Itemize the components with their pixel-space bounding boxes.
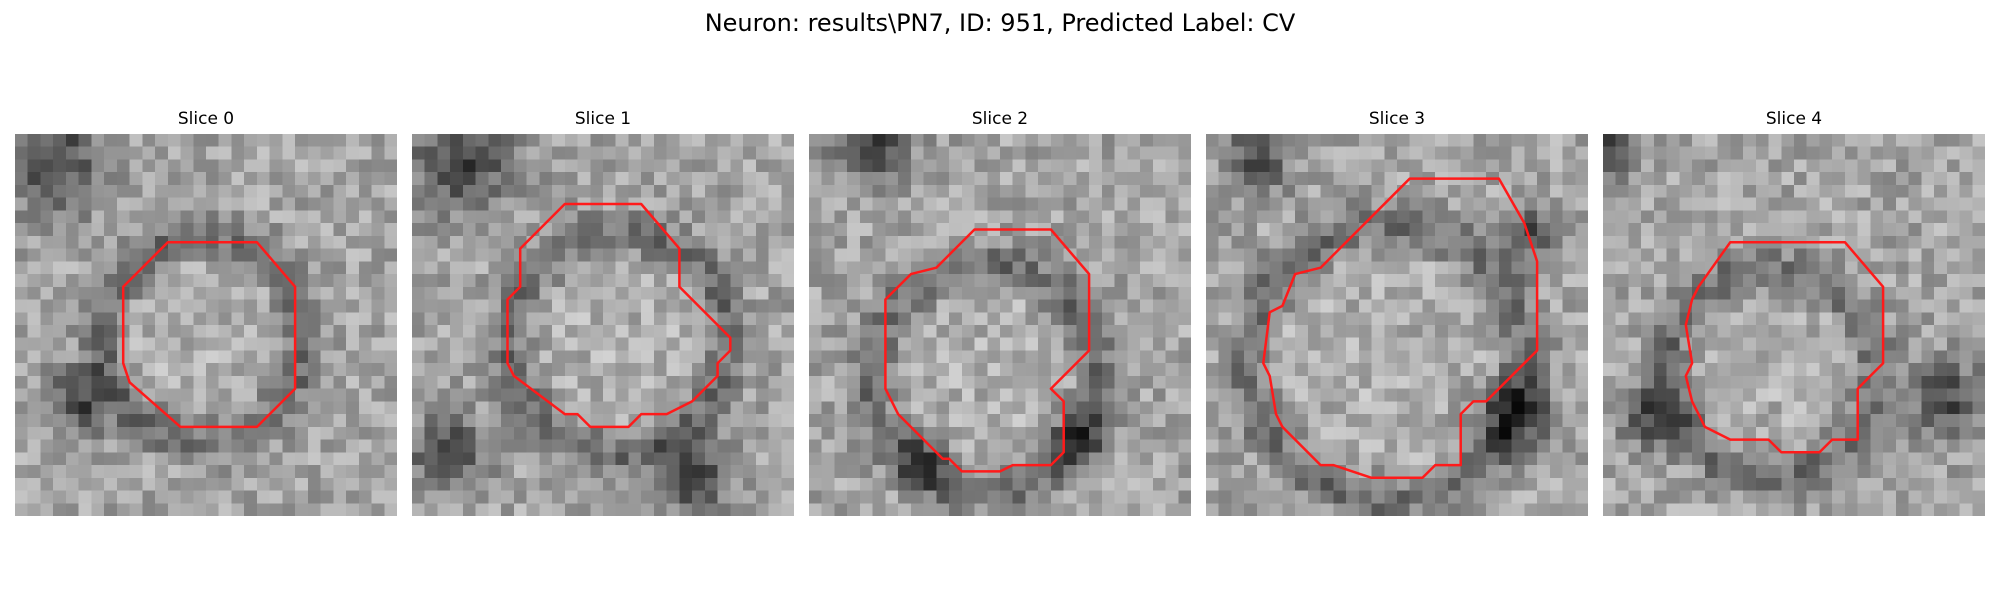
slice-panel-0: Slice 0	[15, 108, 397, 518]
figure-title: Neuron: results\PN7, ID: 951, Predicted …	[704, 9, 1296, 37]
slice-panel-3: Slice 3	[1206, 108, 1588, 518]
slice-title: Slice 2	[971, 109, 1029, 129]
slice-title: Slice 3	[1368, 109, 1426, 129]
slice-image	[1603, 134, 1985, 516]
segmentation-outline	[1262, 177, 1539, 480]
segmentation-outline	[1684, 240, 1885, 454]
slice-image	[412, 134, 794, 516]
slice-panel-2: Slice 2	[809, 108, 1191, 518]
segmentation-outline	[506, 202, 732, 429]
slice-panel-1: Slice 1	[412, 108, 794, 518]
slice-panel-4: Slice 4	[1603, 108, 1985, 518]
slice-title: Slice 1	[574, 109, 632, 129]
slice-image	[15, 134, 397, 516]
slice-image	[809, 134, 1191, 516]
segmentation-outline	[884, 228, 1091, 473]
slice-image	[1206, 134, 1588, 516]
segmentation-outline	[121, 240, 297, 429]
slice-title: Slice 4	[1765, 109, 1823, 129]
slice-title: Slice 0	[177, 109, 235, 129]
